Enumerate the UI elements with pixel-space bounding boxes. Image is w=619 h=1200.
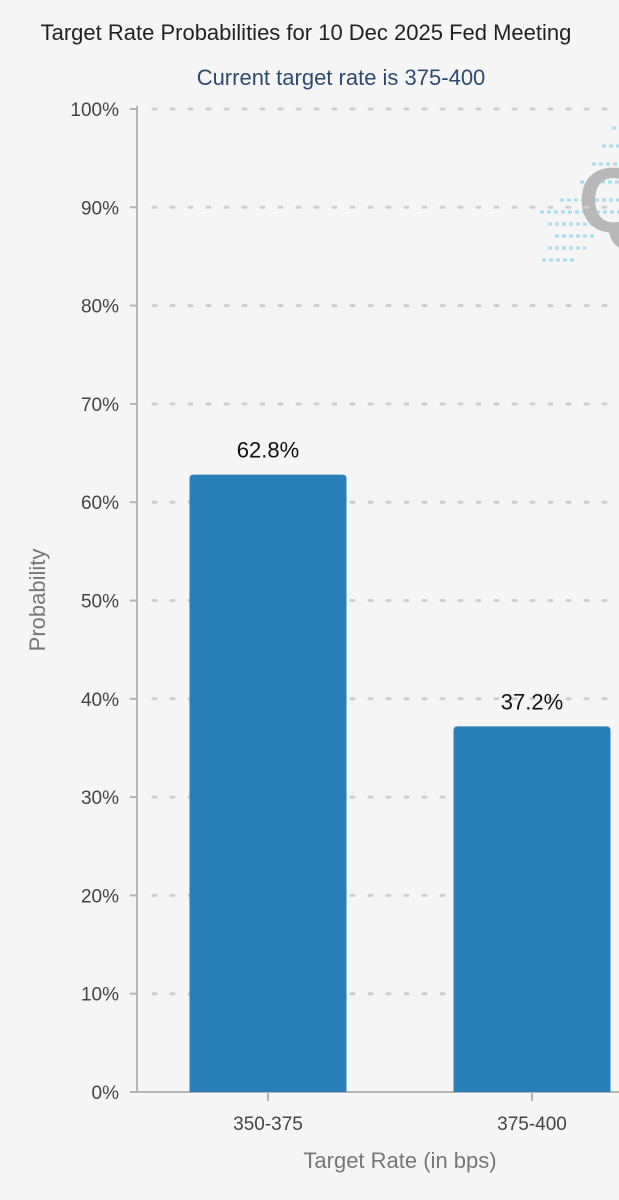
x-axis-title: Target Rate (in bps) xyxy=(303,1148,496,1173)
chart-title: Target Rate Probabilities for 10 Dec 202… xyxy=(41,20,572,45)
bar-value-label: 37.2% xyxy=(501,689,563,714)
y-tick-label: 60% xyxy=(81,493,119,514)
y-tick-label: 80% xyxy=(81,297,119,318)
y-tick-label: 100% xyxy=(70,100,119,121)
gridlines xyxy=(130,107,619,1093)
x-tick-label: 375-400 xyxy=(497,1114,567,1135)
quikstrike-logo-icon: Q xyxy=(540,126,619,262)
y-tick-label: 10% xyxy=(81,985,119,1006)
x-tick-label: 350-375 xyxy=(233,1114,303,1135)
data-labels: 62.8% 37.2% xyxy=(237,438,563,715)
y-tick-label: 40% xyxy=(81,690,119,711)
y-tick-label: 0% xyxy=(92,1083,120,1104)
x-axis-ticks: 350-375 375-400 xyxy=(233,1092,567,1135)
bar xyxy=(189,474,347,1092)
bar-value-label: 62.8% xyxy=(237,438,299,463)
chart-subtitle: Current target rate is 375-400 xyxy=(197,65,486,90)
bars xyxy=(189,474,611,1092)
watermark-letter: Q xyxy=(578,150,619,252)
y-axis-ticks: 0% 10% 20% 30% 40% 50% 60% 70% 80% 90% 100% xyxy=(70,100,119,1104)
y-tick-label: 20% xyxy=(81,886,119,907)
y-tick-label: 70% xyxy=(81,395,119,416)
y-tick-label: 30% xyxy=(81,788,119,809)
y-tick-label: 50% xyxy=(81,592,119,613)
y-tick-label: 90% xyxy=(81,198,119,219)
bar xyxy=(453,726,611,1092)
watermark-speed-lines xyxy=(540,126,619,262)
y-axis-title: Probability xyxy=(25,549,50,652)
